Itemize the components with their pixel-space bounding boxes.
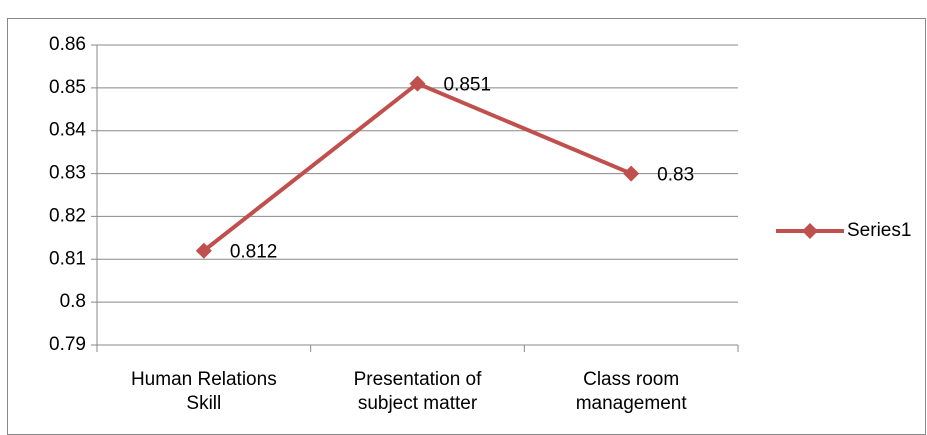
- legend-marker: [802, 223, 818, 239]
- data-label: 0.83: [657, 165, 694, 186]
- y-tick-label: 0.8: [60, 291, 86, 312]
- data-point: [195, 242, 212, 259]
- y-tick-label: 0.82: [49, 205, 86, 226]
- y-tick-label: 0.85: [49, 77, 86, 98]
- y-tick-label: 0.83: [49, 163, 86, 184]
- data-label: 0.851: [444, 75, 492, 96]
- y-tick-label: 0.79: [49, 334, 86, 355]
- x-tick-label: Human Relations Skill: [130, 369, 277, 414]
- data-point: [623, 165, 640, 182]
- y-tick-label: 0.84: [49, 120, 86, 141]
- x-tick-label: Presentation of subject matter: [353, 369, 482, 414]
- y-tick-label: 0.81: [49, 248, 86, 269]
- series-line: [202, 81, 632, 253]
- legend-label: Series1: [847, 220, 911, 241]
- y-tick-label: 0.86: [49, 34, 86, 55]
- data-point: [409, 75, 426, 92]
- x-tick-label: Class room management: [575, 369, 687, 414]
- data-label: 0.812: [230, 242, 278, 263]
